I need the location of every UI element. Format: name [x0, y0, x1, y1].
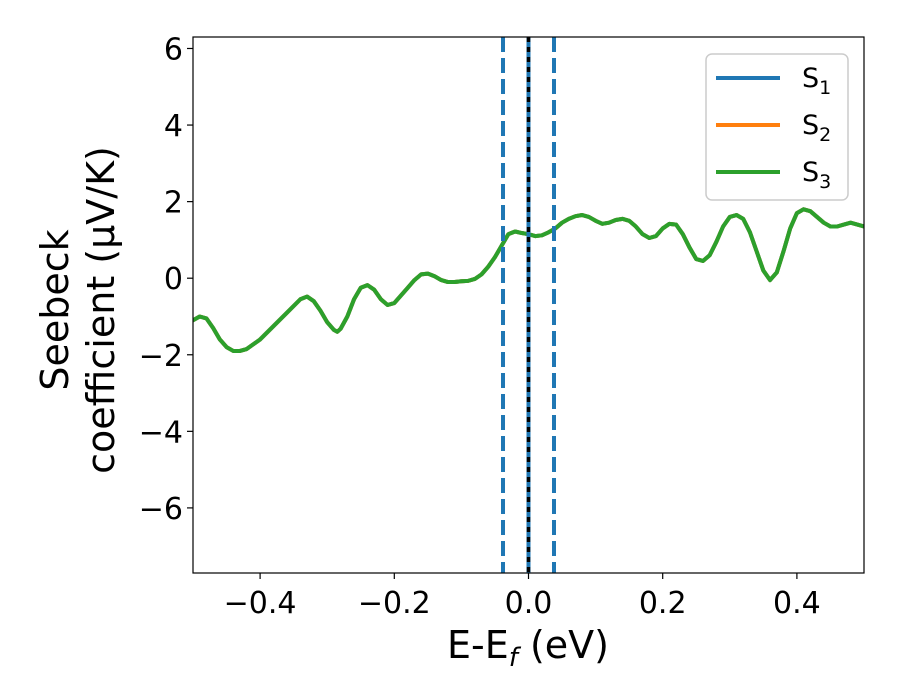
y-tick-label: −2 [139, 339, 183, 374]
legend-label-base: S [802, 63, 819, 94]
y-axis-title-line2: coefficient (μV/K) [79, 146, 123, 474]
legend-label-s1: S1 [802, 63, 831, 99]
legend-label-sub: 2 [819, 124, 831, 146]
legend-label-sub: 3 [819, 171, 831, 193]
legend-label-base: S [802, 110, 819, 141]
x-tick-label: 0.4 [773, 586, 821, 621]
x-tick-label: −0.2 [358, 586, 431, 621]
x-axis-title-tail: (eV) [518, 623, 609, 667]
x-tick-label: 0.0 [505, 586, 553, 621]
y-axis-title: Seebeck coefficient (μV/K) [33, 146, 123, 474]
series-line-s3 [193, 207, 864, 353]
x-axis-title-base: E-E [447, 623, 509, 667]
y-tick-label: 0 [164, 262, 183, 297]
y-tick-label: −4 [139, 415, 183, 450]
legend-label-base: S [802, 157, 819, 188]
y-tick-label: 4 [164, 109, 183, 144]
y-tick-label: 2 [164, 186, 183, 221]
y-axis-title-line1: Seebeck [33, 229, 77, 390]
y-tick-label: 6 [164, 32, 183, 67]
plot-area [193, 37, 864, 573]
x-axis-title: E-Ef (eV) [447, 623, 609, 673]
legend-label-s2: S2 [802, 110, 831, 146]
legend-label-s3: S3 [802, 157, 831, 193]
x-tick-label: 0.2 [639, 586, 687, 621]
tick-marks: −0.4 −0.2 0.0 0.2 0.4 6 4 2 0 −2 −4 −6 [139, 32, 821, 621]
y-tick-label: −6 [139, 492, 183, 527]
x-tick-label: −0.4 [224, 586, 297, 621]
legend-label-sub: 1 [819, 77, 831, 99]
